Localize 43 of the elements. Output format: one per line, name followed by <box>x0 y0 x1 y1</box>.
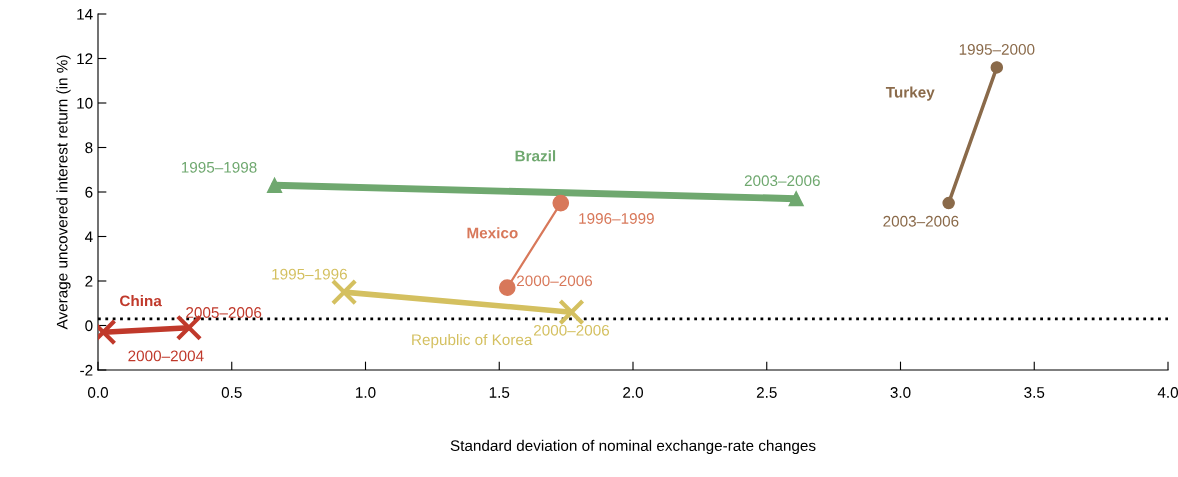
y-tick-label: 4 <box>84 231 93 243</box>
data-label: 2000–2004 <box>128 350 204 362</box>
point <box>788 191 804 207</box>
x-axis-title: Standard deviation of nominal exchange-rate changes <box>450 439 816 455</box>
data-label: 1996–1999 <box>579 213 654 224</box>
point <box>990 61 1004 74</box>
y-tick-label: 10 <box>77 97 93 109</box>
y-tick-label: 12 <box>77 53 93 65</box>
series-label: Mexico <box>467 227 518 239</box>
text: Turkey <box>885 86 935 101</box>
point <box>558 298 585 326</box>
y-tick-label: 2 <box>85 275 93 287</box>
x-tick-label: 2.0 <box>623 387 644 398</box>
point <box>330 278 358 306</box>
point <box>498 279 516 297</box>
y-tick-label: 0 <box>85 320 93 332</box>
x-tick-label: 1.5 <box>489 387 510 398</box>
x-tick-label: 0.0 <box>87 387 109 398</box>
y-axis-title: Average uncovered interest return (in %) <box>56 55 71 330</box>
data-label: 1995–2000 <box>959 44 1035 55</box>
x-tick-label: 3.5 <box>1024 387 1045 398</box>
data-label: 1995–1996 <box>272 268 347 280</box>
point <box>552 194 570 212</box>
data-label: 1995–1998 <box>181 161 257 173</box>
series-label: China <box>120 295 162 307</box>
data-label: 2003–2006 <box>883 215 959 227</box>
y-tick-label: -2 <box>80 364 93 376</box>
series-label: Brazil <box>515 150 556 162</box>
data-label: 2000–2006 <box>534 324 610 336</box>
data-label: 2005–2006 <box>186 307 262 318</box>
point <box>942 196 955 210</box>
point <box>266 177 283 193</box>
data-label: 2000–2006 <box>517 275 593 287</box>
y-tick-label: 14 <box>77 9 93 20</box>
series-label: Republic of Korea <box>412 333 533 349</box>
y-tick-label: 6 <box>85 186 93 198</box>
x-tick-label: 2.5 <box>756 387 777 398</box>
x-tick-label: 0.5 <box>221 387 242 398</box>
x-tick-label: 4.0 <box>1157 387 1178 398</box>
data-label: 2003–2006 <box>744 175 820 187</box>
x-tick-label: 1.0 <box>356 387 376 398</box>
x-tick-label: 3.0 <box>890 387 911 398</box>
y-tick-label: 8 <box>85 142 93 154</box>
